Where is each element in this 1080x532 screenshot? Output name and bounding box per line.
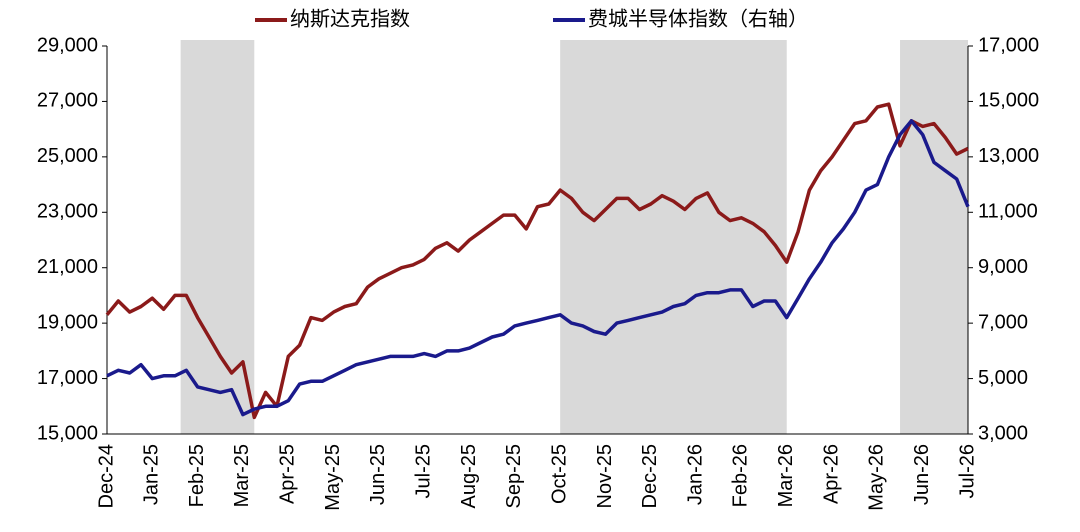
y-tick-label: 29,000 bbox=[37, 34, 98, 56]
y-tick-label: 23,000 bbox=[37, 201, 98, 223]
x-tick-label: Apr-25 bbox=[277, 444, 299, 504]
y-tick-label: 17,000 bbox=[37, 367, 98, 389]
legend-label: 费城半导体指数（右轴） bbox=[588, 7, 808, 30]
x-tick-label: Jul-25 bbox=[412, 444, 434, 498]
x-tick-label: Nov-25 bbox=[594, 444, 616, 508]
y-tick-label: 19,000 bbox=[37, 311, 98, 333]
y2-tick-label: 13,000 bbox=[978, 145, 1039, 167]
x-tick-label: Dec-25 bbox=[639, 444, 661, 508]
x-tick-label: Sep-25 bbox=[503, 444, 525, 509]
x-tick-label: May-25 bbox=[322, 444, 344, 511]
x-tick-label: Mar-25 bbox=[231, 444, 253, 507]
y2-tick-label: 3,000 bbox=[978, 422, 1028, 444]
y2-tick-label: 5,000 bbox=[978, 367, 1028, 389]
x-tick-label: Jun-25 bbox=[367, 444, 389, 505]
series-line bbox=[105, 102, 969, 420]
y-tick-label: 15,000 bbox=[37, 422, 98, 444]
x-tick-label: Jul-26 bbox=[956, 444, 978, 498]
x-tick-label: Aug-25 bbox=[458, 444, 480, 509]
shaded-range bbox=[180, 40, 255, 434]
x-tick-label: Oct-25 bbox=[548, 444, 570, 504]
x-tick-label: May-26 bbox=[866, 444, 888, 511]
x-tick-label: Jan-25 bbox=[141, 444, 163, 505]
x-tick-label: Mar-26 bbox=[775, 444, 797, 507]
y2-tick-label: 17,000 bbox=[978, 34, 1039, 56]
x-tick-label: Jan-26 bbox=[684, 444, 706, 505]
y-tick-label: 27,000 bbox=[37, 90, 98, 112]
x-tick-label: Dec-24 bbox=[95, 444, 117, 508]
x-tick-label: Feb-25 bbox=[186, 444, 208, 507]
y2-tick-label: 7,000 bbox=[978, 311, 1028, 333]
shaded-range bbox=[900, 40, 968, 434]
shaded-range bbox=[560, 40, 787, 434]
legend-label: 纳斯达克指数 bbox=[290, 7, 410, 30]
y2-tick-label: 15,000 bbox=[978, 90, 1039, 112]
y2-tick-label: 11,000 bbox=[978, 201, 1038, 223]
series-line bbox=[106, 119, 970, 417]
x-tick-label: Feb-26 bbox=[730, 444, 752, 507]
x-tick-label: Jun-26 bbox=[911, 444, 933, 505]
x-tick-label: Apr-26 bbox=[820, 444, 842, 504]
y2-tick-label: 9,000 bbox=[978, 256, 1028, 278]
y-tick-label: 21,000 bbox=[37, 256, 98, 278]
y-tick-label: 25,000 bbox=[37, 145, 98, 167]
